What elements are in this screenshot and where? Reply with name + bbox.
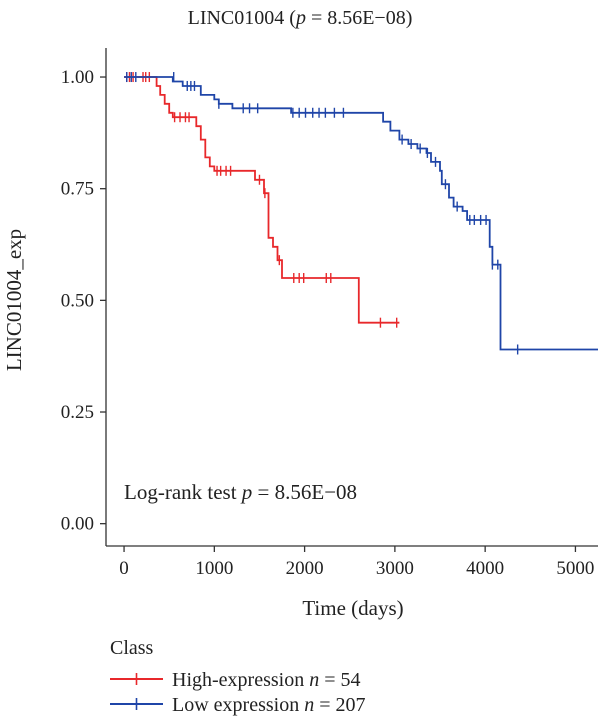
survival-curve-high: [124, 76, 400, 324]
x-tick-label: 1000: [195, 558, 233, 579]
chart-title: LINC01004 (p = 8.56E−08): [188, 7, 413, 29]
survival-curve-low: [124, 76, 598, 351]
log-rank-annotation: Log-rank test p = 8.56E−08: [124, 480, 357, 504]
x-tick-label: 5000: [556, 558, 594, 579]
legend-label-low: Low expression n = 207: [172, 694, 365, 716]
plot-series: [124, 72, 598, 355]
x-axis-title: Time (days): [302, 596, 403, 620]
y-axis-title: LINC01004_exp: [2, 229, 26, 371]
legend-label-high: High-expression n = 54: [172, 669, 360, 691]
y-tick-label: 0.75: [61, 179, 94, 200]
legend-item-low: Low expression n = 207: [110, 694, 365, 716]
x-tick-label: 0: [119, 558, 129, 579]
y-tick-label: 0.00: [61, 514, 94, 535]
x-tick-label: 2000: [286, 558, 324, 579]
y-tick-label: 0.25: [61, 402, 94, 423]
x-tick-label: 4000: [466, 558, 504, 579]
plot-axes: 0.00 0.25 0.50 0.75 1.00 0 1000 2000 3000 4000 500…: [61, 48, 598, 579]
legend-item-high: High-expression n = 54: [110, 669, 360, 691]
legend-title: Class: [110, 637, 154, 659]
y-tick-label: 0.50: [61, 290, 94, 311]
y-tick-label: 1.00: [61, 67, 94, 88]
x-tick-label: 3000: [376, 558, 414, 579]
